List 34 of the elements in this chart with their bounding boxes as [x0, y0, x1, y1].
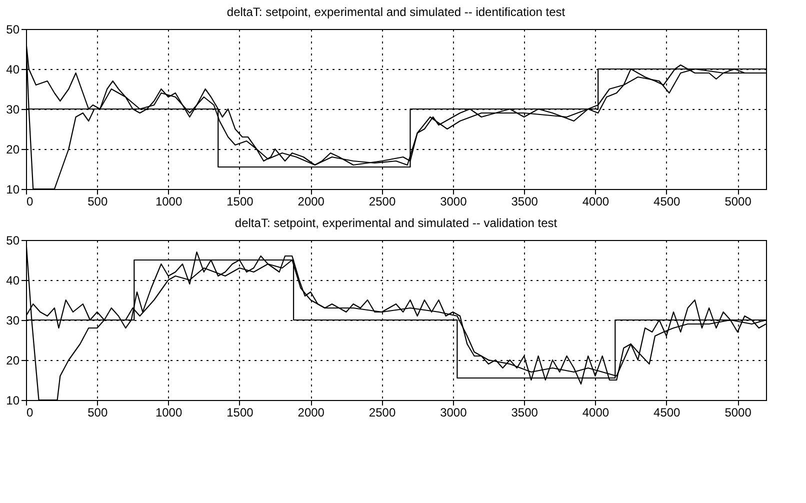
- y-tick-label: 20: [6, 354, 20, 368]
- y-tick-label: 50: [6, 234, 20, 248]
- y-tick-label: 40: [6, 62, 20, 76]
- x-tick-label: 5000: [724, 406, 752, 420]
- chart-title: deltaT: setpoint, experimental and simulated -- validation test: [234, 216, 558, 230]
- y-tick-label: 10: [6, 182, 20, 196]
- x-tick-label: 4000: [582, 194, 610, 208]
- y-tick-label: 50: [6, 22, 20, 36]
- x-tick-label: 0: [26, 194, 34, 208]
- x-tick-label: 3000: [440, 406, 468, 420]
- y-tick-label: 10: [6, 394, 20, 408]
- x-tick-label: 2500: [368, 406, 396, 420]
- y-tick-label: 20: [6, 142, 20, 156]
- y-tick-label: 30: [6, 314, 20, 328]
- x-tick-label: 2000: [298, 406, 325, 420]
- x-tick-label: 500: [88, 194, 108, 208]
- x-tick-label: 1000: [155, 194, 182, 208]
- x-tick-label: 1500: [226, 194, 254, 208]
- x-tick-label: 0: [26, 406, 34, 420]
- x-tick-label: 3500: [511, 194, 538, 208]
- x-tick-label: 500: [88, 406, 108, 420]
- x-tick-label: 5000: [724, 194, 752, 208]
- x-tick-label: 4500: [654, 194, 681, 208]
- x-tick-label: 4500: [654, 406, 681, 420]
- x-tick-label: 2500: [368, 194, 396, 208]
- y-tick-label: 30: [6, 102, 20, 116]
- x-tick-label: 2000: [298, 194, 325, 208]
- x-tick-label: 1500: [226, 406, 254, 420]
- x-tick-label: 1000: [155, 406, 182, 420]
- y-tick-label: 40: [6, 274, 20, 288]
- chart-title: deltaT: setpoint, experimental and simulated -- identification test: [226, 5, 566, 19]
- x-tick-label: 4000: [582, 406, 610, 420]
- x-tick-label: 3000: [440, 194, 468, 208]
- x-tick-label: 3500: [511, 406, 538, 420]
